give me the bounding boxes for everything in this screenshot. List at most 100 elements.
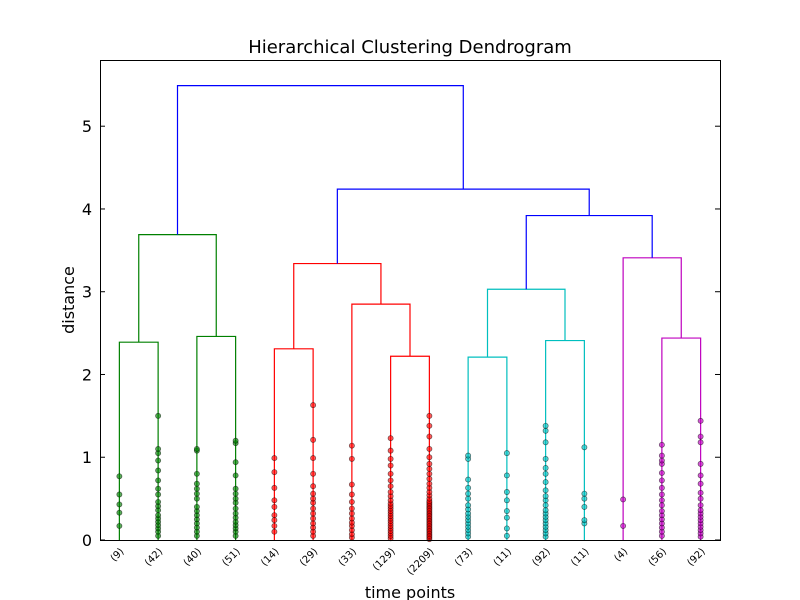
leaf-point [542, 479, 549, 486]
leaf-point [155, 457, 162, 464]
x-tick-label: (92) [530, 546, 552, 568]
leaf-point [271, 522, 278, 529]
leaf-point [387, 483, 394, 490]
leaf-point [620, 496, 627, 503]
x-tick-label: (129) [371, 546, 398, 573]
leaf-point [658, 508, 665, 514]
x-tick-label: (73) [453, 546, 475, 568]
leaf-point [348, 510, 355, 517]
dendrogram-link [138, 234, 217, 343]
leaf-point [426, 454, 433, 461]
leaf-point [348, 515, 355, 522]
leaf-point [503, 489, 510, 495]
x-tick-label: (11) [569, 546, 591, 568]
leaf-point [581, 490, 588, 497]
leaf-point [658, 470, 665, 476]
leaf-point [426, 422, 433, 429]
leaf-point [503, 472, 510, 479]
dendrogram-link [118, 341, 159, 540]
leaf-point [542, 465, 549, 471]
leaf-point [697, 507, 704, 514]
leaf-point [116, 491, 123, 498]
leaf-point [697, 489, 704, 496]
leaf-point [697, 433, 704, 440]
leaf-point [697, 460, 704, 467]
leaf-point [116, 501, 123, 508]
leaf-point [155, 491, 162, 498]
leaf-point [658, 441, 665, 448]
leaf-point [426, 433, 433, 440]
leaf-point [697, 502, 704, 509]
leaf-points [116, 402, 704, 543]
leaf-point [232, 505, 239, 512]
leaf-point [271, 512, 278, 519]
leaf-point [232, 490, 239, 497]
y-tick-label: 2 [82, 365, 92, 384]
leaf-point [697, 417, 704, 424]
x-axis: (9) (42) (40) (51) (14) (29) (33) (129) (2209) (7… [109, 546, 708, 577]
leaf-point [155, 512, 162, 519]
leaf-point [348, 455, 355, 462]
leaf-point [193, 503, 200, 510]
leaf-point [697, 439, 704, 446]
x-tick-label: (29) [298, 546, 320, 568]
leaf-point [658, 491, 665, 498]
leaf-point [387, 477, 394, 484]
leaf-point [193, 485, 200, 492]
leaf-point [426, 446, 433, 452]
leaf-point [620, 522, 627, 529]
dendrogram-link [176, 85, 464, 235]
leaf-point [271, 528, 278, 535]
leaf-point [310, 455, 317, 462]
leaf-point [581, 495, 588, 502]
leaf-point [503, 497, 510, 504]
x-tick-label: (9) [109, 546, 127, 564]
leaf-point [193, 490, 200, 497]
leaf-point [542, 427, 549, 434]
leaf-point [232, 472, 239, 479]
dendrogram-link [486, 288, 566, 358]
leaf-point [155, 498, 162, 505]
x-tick-label: (33) [337, 546, 359, 568]
x-tick-label: (56) [647, 546, 669, 568]
leaf-point [658, 497, 665, 504]
leaf-point [697, 480, 704, 487]
leaf-point [658, 484, 665, 491]
leaf-point [310, 520, 317, 527]
leaf-point [348, 498, 355, 505]
dendrogram-link [661, 337, 702, 540]
leaf-point [387, 455, 394, 462]
leaf-point [348, 481, 355, 488]
y-tick-label: 4 [82, 200, 92, 219]
leaf-point [271, 517, 278, 524]
x-tick-label: (14) [259, 546, 281, 568]
y-tick-label: 5 [82, 117, 92, 136]
leaf-point [542, 470, 549, 477]
leaf-point [697, 472, 704, 479]
leaf-point [348, 442, 355, 449]
leaf-point [465, 490, 472, 497]
leaf-point [193, 480, 200, 487]
leaf-point [232, 459, 239, 466]
leaf-point [155, 446, 162, 452]
leaf-point [387, 462, 394, 469]
leaf-point [116, 473, 123, 480]
leaf-point [542, 502, 549, 509]
leaf-point [387, 470, 394, 477]
x-tick-label: (40) [182, 546, 204, 568]
leaf-point [426, 470, 433, 477]
leaf-point [310, 436, 317, 443]
leaf-point [155, 467, 162, 474]
dendrogram-link [351, 303, 411, 540]
leaf-point [387, 447, 394, 454]
dendrogram-link [273, 348, 314, 540]
leaf-point [116, 509, 123, 516]
dendrogram-link [467, 356, 508, 540]
leaf-point [232, 510, 239, 517]
leaf-point [310, 483, 317, 490]
leaf-point [426, 412, 433, 419]
y-tick-label: 1 [82, 448, 92, 467]
leaf-point [348, 505, 355, 512]
dendrogram-links [118, 85, 702, 540]
